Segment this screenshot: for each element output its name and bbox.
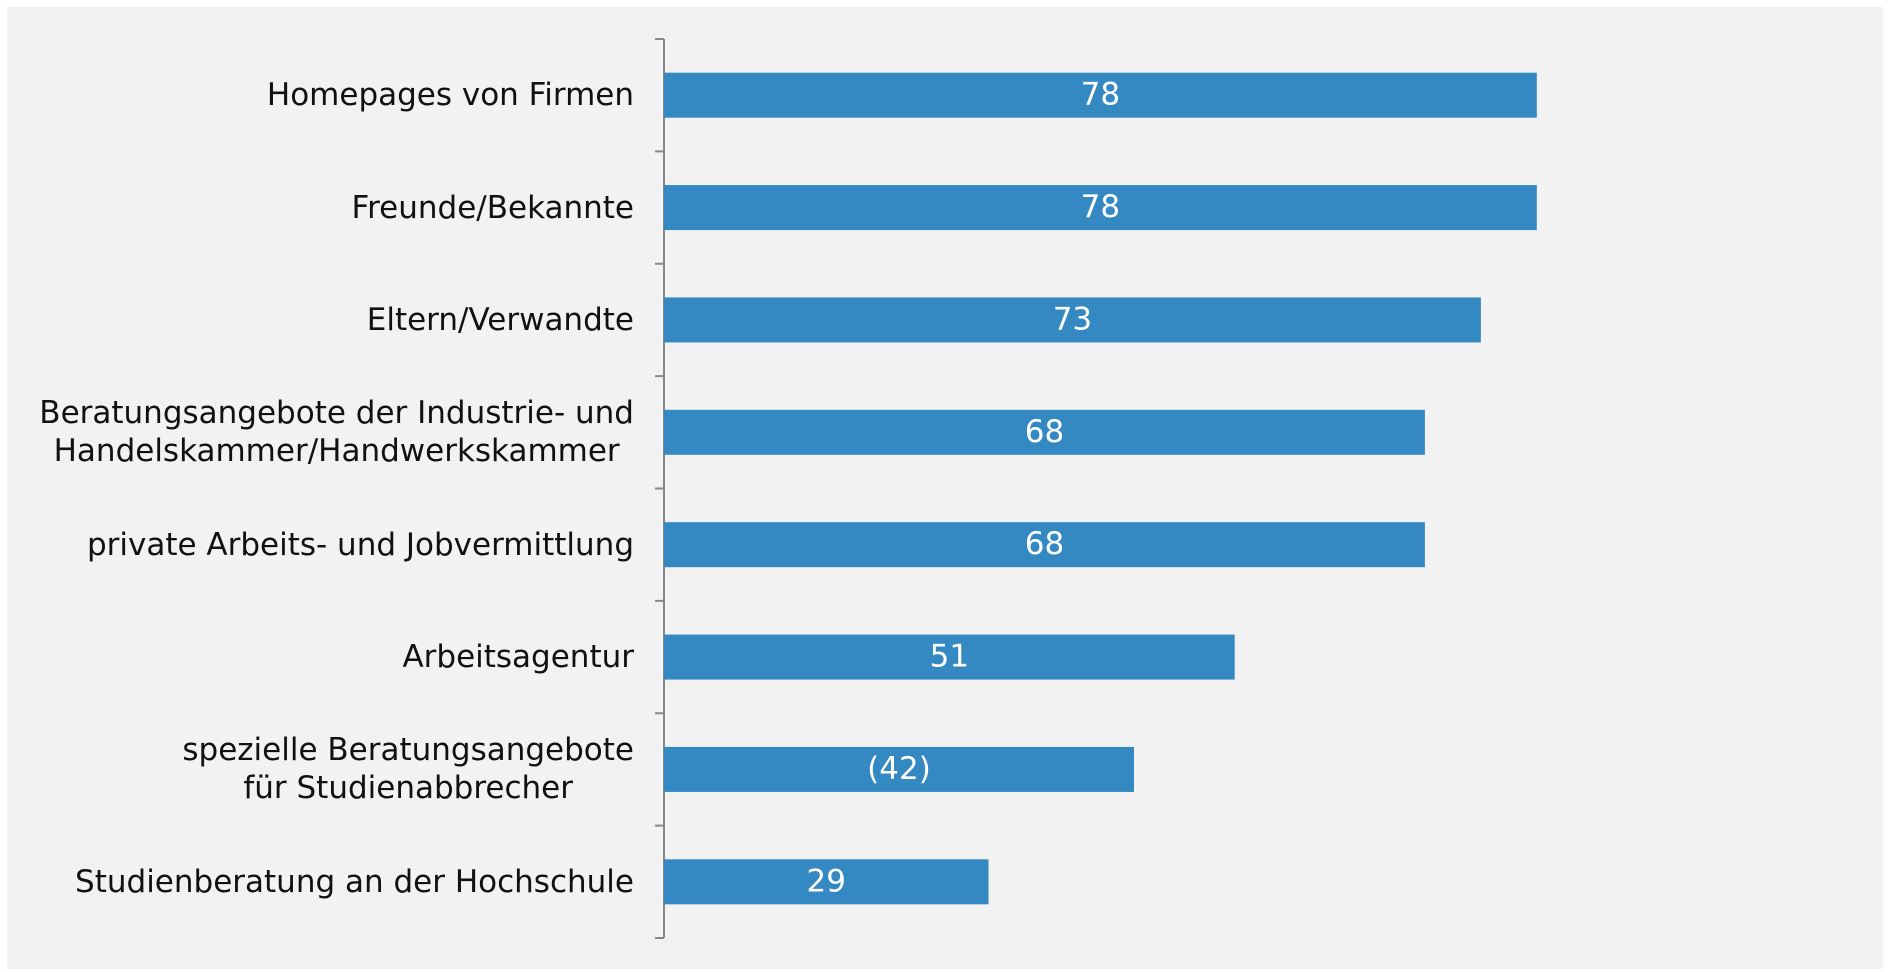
category-label: private Arbeits- und Jobvermittlung [86, 526, 634, 563]
value-label: 51 [930, 639, 969, 675]
value-label: 78 [1081, 77, 1120, 113]
bar [664, 72, 1537, 118]
value-label: 68 [1025, 526, 1064, 562]
bar [664, 185, 1537, 231]
value-label: 29 [807, 863, 846, 899]
category-label: Freunde/Bekannte [351, 189, 634, 226]
category-label: Eltern/Verwandte [366, 301, 634, 338]
category-label: Beratungsangebote der Industrie- und Han… [39, 395, 634, 470]
value-label: (42) [867, 751, 931, 787]
category-label: Arbeitsagentur [402, 639, 634, 676]
bar [664, 634, 1235, 680]
bar [664, 409, 1425, 455]
category-label: Homepages von Firmen [266, 77, 634, 114]
bar [664, 297, 1481, 343]
bar [664, 522, 1425, 568]
category-label: spezielle Beratungsangebote für Studiena… [182, 732, 634, 807]
category-label: Studienberatung an der Hochschule [75, 863, 634, 900]
value-label: 68 [1025, 414, 1064, 450]
plot-background [7, 7, 1883, 969]
bar [664, 859, 989, 905]
value-label: 78 [1081, 189, 1120, 225]
bar [664, 746, 1134, 792]
value-label: 73 [1053, 301, 1092, 337]
